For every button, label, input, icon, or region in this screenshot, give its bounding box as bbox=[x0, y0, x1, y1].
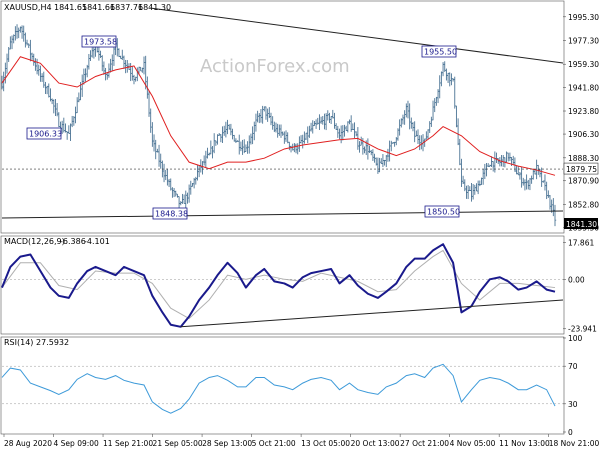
rsi-header: RSI(14) 27.5932 bbox=[4, 338, 69, 347]
watermark: ActionForex.com bbox=[200, 56, 350, 77]
rsi-y-tick-label: 30 bbox=[568, 400, 578, 409]
reference-level-label: 1879.75 bbox=[566, 165, 597, 174]
header-low: 1837.76 bbox=[110, 3, 143, 12]
y-tick-label: 1941.80 bbox=[568, 83, 599, 92]
y-tick-label: 1923.80 bbox=[568, 107, 599, 116]
macd-header: MACD(12,26,9) -6.386 -4.101 bbox=[4, 237, 110, 246]
y-tick-label: 1870.90 bbox=[568, 177, 599, 186]
current-price-tag bbox=[564, 218, 598, 229]
rsi-header-name: RSI(14) bbox=[4, 338, 33, 347]
rsi-line bbox=[1, 363, 556, 414]
price-label-box bbox=[26, 127, 62, 140]
x-tick-label: 28 Aug 2020 bbox=[4, 439, 52, 448]
moving-average-line bbox=[1, 56, 556, 176]
rsi-y-tick-label: 100 bbox=[568, 334, 583, 343]
y-tick-label: 1959.30 bbox=[568, 60, 599, 69]
y-tick-label: 1906.30 bbox=[568, 130, 599, 139]
price-label: 1955.50 bbox=[424, 48, 457, 57]
x-tick-label: 18 Nov 21:00 bbox=[549, 439, 600, 448]
header-high: 1841.66 bbox=[82, 3, 115, 12]
macd-main-line bbox=[1, 243, 556, 328]
y-tick-label: 1995.30 bbox=[568, 13, 599, 22]
macd-header-value1: -6.386 bbox=[60, 237, 86, 246]
x-tick-label: 13 Oct 05:00 bbox=[301, 439, 350, 448]
header-symbol: XAUUSD,H4 bbox=[4, 3, 52, 12]
x-tick-label: 21 Sep 05:00 bbox=[153, 439, 203, 448]
macd-y-tick-label: -23.941 bbox=[568, 325, 597, 334]
x-tick-label: 28 Sep 13:00 bbox=[202, 439, 252, 448]
y-tick-label: 1852.80 bbox=[568, 201, 599, 210]
macd-signal-line bbox=[1, 249, 556, 320]
macd-header-value2: -4.101 bbox=[84, 237, 110, 246]
macd-y-tick-label: 0.00 bbox=[568, 275, 585, 284]
header-open: 1841.65 bbox=[54, 3, 87, 12]
price-label-box bbox=[81, 35, 117, 48]
y-tick-label: 1888.30 bbox=[568, 154, 599, 163]
main-header: XAUUSD,H4 1841.65 1841.66 1837.76 1841.3… bbox=[4, 3, 171, 12]
x-tick-label: 4 Sep 09:00 bbox=[54, 439, 100, 448]
lower-trendline bbox=[1, 210, 564, 219]
price-label-box bbox=[421, 45, 457, 58]
x-tick-label: 5 Oct 21:00 bbox=[252, 439, 296, 448]
rsi-header-value: 27.5932 bbox=[36, 338, 69, 347]
macd-header-name: MACD(12,26,9) bbox=[4, 237, 65, 246]
header-close: 1841.30 bbox=[138, 3, 171, 12]
x-tick-label: 20 Oct 13:00 bbox=[351, 439, 400, 448]
price-label: 1848.38 bbox=[155, 210, 188, 219]
upper-trendline bbox=[149, 7, 564, 64]
price-label: 1850.50 bbox=[427, 208, 460, 217]
rsi-y-tick-label: 70 bbox=[568, 362, 578, 371]
reference-level-tag bbox=[563, 162, 599, 175]
price-label-box bbox=[152, 207, 188, 220]
x-tick-label: 27 Oct 21:00 bbox=[400, 439, 449, 448]
rsi-panel-frame bbox=[0, 336, 565, 435]
x-tick-label: 11 Nov 13:00 bbox=[499, 439, 550, 448]
macd-panel-frame bbox=[0, 235, 565, 335]
x-tick-label: 11 Sep 21:00 bbox=[103, 439, 153, 448]
current-price-label: 1841.30 bbox=[566, 220, 597, 229]
macd-y-tick-label: 17.861 bbox=[568, 238, 594, 247]
x-tick-label: 4 Nov 05:00 bbox=[450, 439, 496, 448]
main-panel-frame bbox=[0, 0, 565, 234]
price-label-box bbox=[424, 205, 460, 218]
y-tick-label: 1977.30 bbox=[568, 37, 599, 46]
price-label: 1906.33 bbox=[29, 130, 62, 139]
macd-trendline bbox=[180, 299, 564, 328]
price-label: 1973.58 bbox=[84, 38, 117, 47]
rsi-y-tick-label: 0 bbox=[568, 428, 573, 437]
